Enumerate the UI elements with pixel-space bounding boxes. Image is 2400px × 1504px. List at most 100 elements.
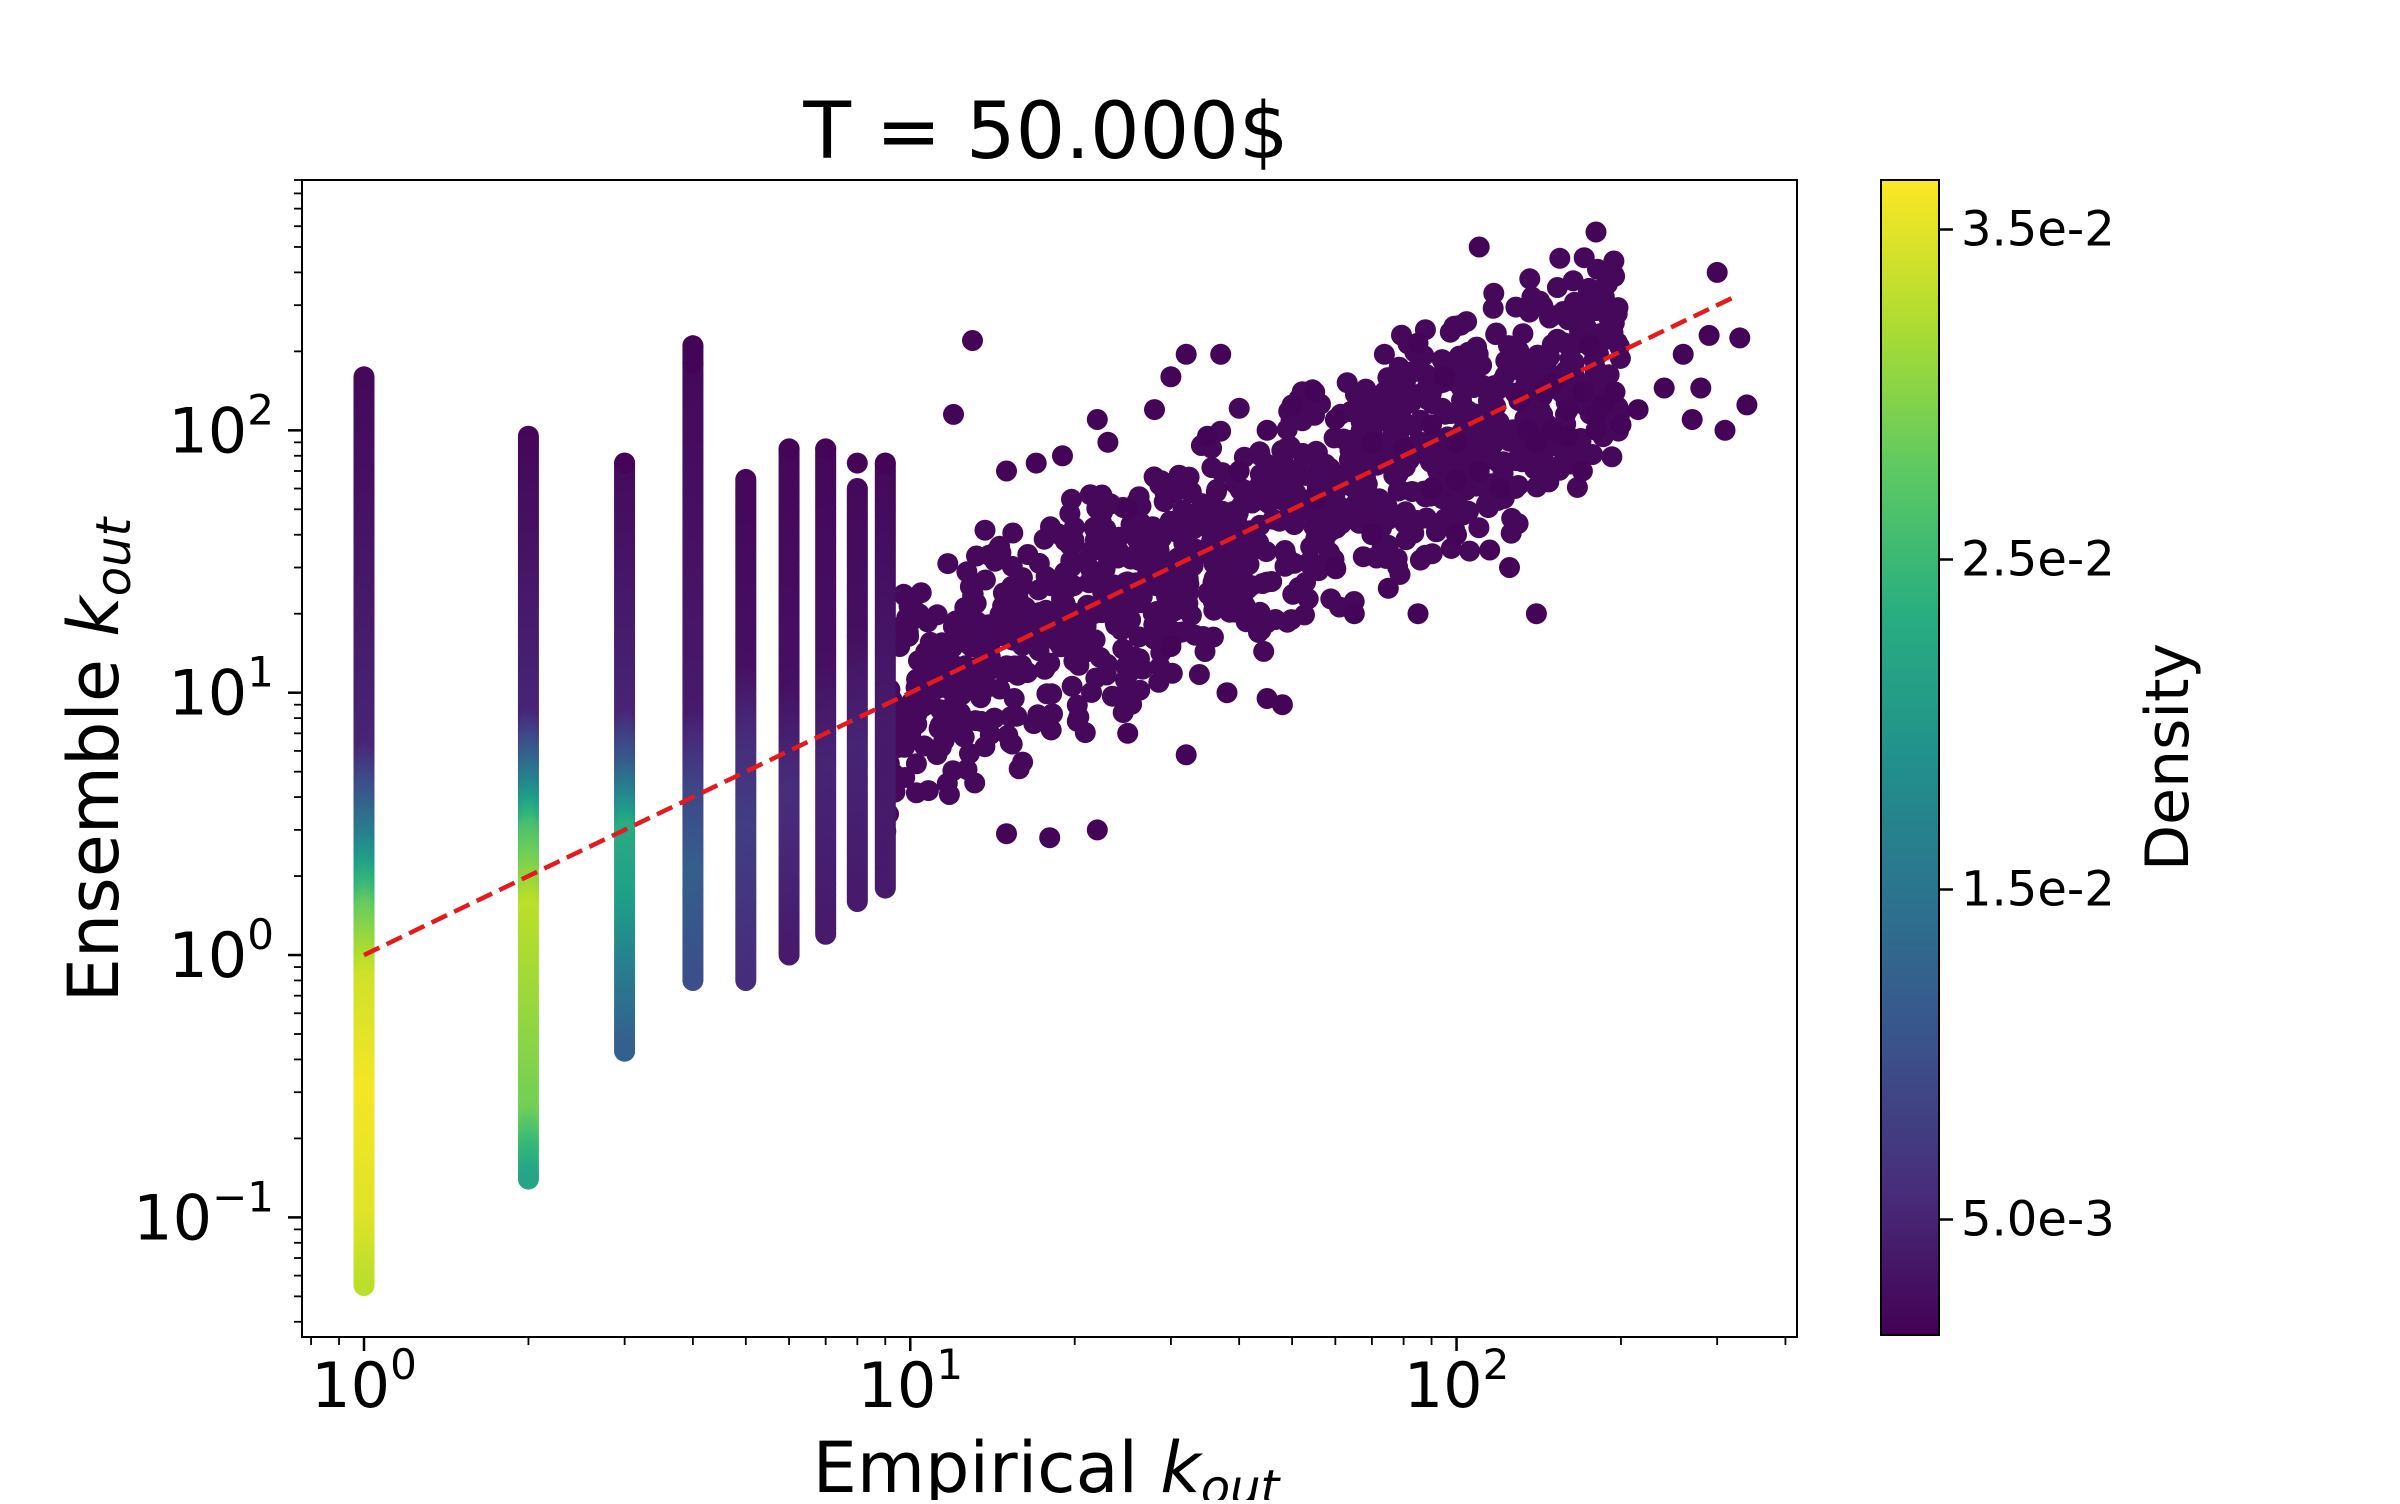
- scatter-point: [1270, 483, 1292, 505]
- reference-line: [363, 295, 1734, 958]
- colorbar-tick-label: 2.5e-2: [1961, 532, 2115, 588]
- scatter-point: [1433, 366, 1455, 388]
- scatter-point: [1270, 466, 1292, 488]
- scatter-point: [1566, 476, 1588, 498]
- scatter-point: [1604, 381, 1626, 403]
- scatter-point: [1061, 675, 1083, 697]
- scatter-point: [1541, 333, 1563, 355]
- scatter-point: [1529, 290, 1551, 312]
- scatter-point: [1538, 471, 1560, 493]
- scatter-point: [1446, 431, 1467, 453]
- scatter-point: [1249, 463, 1271, 485]
- scatter-point: [1431, 349, 1453, 371]
- colorbar-ticks: 5.0e-3 1.5e-2 2.5e-2 3.5e-2: [1939, 202, 2115, 1248]
- scatter-point: [1585, 403, 1607, 425]
- y-tick-label-exponent: −1: [212, 1172, 274, 1221]
- scatter-point: [1402, 414, 1424, 436]
- x-tick-label-exponent: 1: [936, 1340, 963, 1389]
- scatter-point: [1571, 294, 1593, 316]
- scatter-point: [1468, 460, 1490, 482]
- scatter-point: [1512, 323, 1534, 345]
- scatter-point: [1571, 381, 1593, 403]
- scatter-point: [1188, 664, 1210, 685]
- scatter-point: [1323, 427, 1345, 449]
- scatter-point: [1188, 501, 1210, 523]
- scatter-point: [778, 944, 800, 966]
- scatter-point: [1282, 583, 1304, 605]
- scatter-point: [1355, 378, 1377, 400]
- y-axis-label-var: k: [53, 594, 135, 637]
- y-tick-label-exponent: 2: [247, 385, 274, 434]
- scatter-point: [1074, 722, 1096, 744]
- scatter-point: [846, 891, 868, 912]
- scatter-point: [1479, 539, 1501, 561]
- scatter-point: [1280, 609, 1302, 631]
- scatter-point: [1412, 362, 1434, 384]
- scatter-point: [1450, 314, 1472, 336]
- reference-line-layer: [363, 295, 1734, 958]
- scatter-point: [906, 668, 928, 690]
- scatter-point: [1359, 507, 1380, 529]
- scatter-point: [1160, 366, 1182, 388]
- x-tick-label-exponent: 0: [390, 1340, 417, 1389]
- scatter-point: [1143, 614, 1165, 636]
- scatter-point: [1387, 418, 1408, 440]
- scatter-point: [1546, 277, 1568, 298]
- scatter-point: [1168, 464, 1190, 486]
- scatter-point: [1399, 519, 1421, 540]
- scatter-point: [937, 553, 959, 575]
- scatter-point: [1131, 586, 1153, 608]
- x-axis-label-sub: out: [1201, 1460, 1282, 1500]
- scatter-point: [996, 460, 1017, 482]
- scatter-point: [1350, 411, 1372, 433]
- y-tick-label: 10−1: [133, 1172, 274, 1254]
- x-tick-label-base: 10: [311, 1349, 390, 1422]
- scatter-point: [1040, 719, 1062, 741]
- scatter-point: [682, 970, 704, 991]
- scatter-point: [1086, 819, 1108, 841]
- scatter-point: [682, 352, 704, 374]
- scatter-point: [1601, 446, 1623, 468]
- scatter-point: [1060, 550, 1082, 572]
- scatter-point: [1578, 277, 1600, 299]
- scatter-point: [1017, 544, 1039, 565]
- scatter-point: [1507, 475, 1529, 496]
- x-tick-label-exponent: 2: [1483, 1340, 1510, 1389]
- scatter-point: [1086, 409, 1108, 430]
- scatter-point: [1211, 462, 1233, 484]
- scatter-point: [1489, 478, 1511, 499]
- scatter-point: [1279, 436, 1301, 457]
- y-tick-label-exponent: 0: [247, 910, 274, 959]
- scatter-point: [1175, 343, 1197, 365]
- scatter-point: [1304, 381, 1326, 403]
- scatter-point: [1039, 827, 1061, 849]
- scatter-point: [1476, 493, 1497, 515]
- scatter-point: [1499, 557, 1520, 578]
- scatter-point: [1494, 365, 1516, 386]
- y-axis-label: Ensemble kout: [53, 515, 142, 1002]
- scatter-point: [900, 723, 922, 745]
- scatter-point: [1027, 704, 1049, 726]
- y-tick-label-base: 10: [168, 394, 247, 467]
- scatter-point: [1288, 458, 1310, 479]
- scatter-point: [1482, 297, 1504, 319]
- scatter-point: [1455, 399, 1477, 421]
- scatter-point: [996, 823, 1017, 845]
- scatter-point: [1081, 681, 1102, 703]
- scatter-point: [1066, 694, 1088, 716]
- scatter-point: [1525, 603, 1547, 625]
- x-axis-ticks: 100 101 102: [310, 1337, 1787, 1422]
- scatter-point: [1228, 397, 1250, 419]
- y-tick-label-base: 10: [168, 657, 247, 730]
- scatter-point: [1180, 604, 1202, 626]
- scatter-point: [1585, 419, 1607, 441]
- scatter-point: [1363, 487, 1385, 509]
- scatter-point: [973, 658, 995, 680]
- scatter-point: [1117, 498, 1139, 520]
- scatter-point: [1256, 419, 1278, 441]
- scatter-point: [1421, 478, 1442, 499]
- scatter-point: [1343, 603, 1365, 625]
- scatter-point: [938, 784, 960, 805]
- scatter-point: [962, 330, 983, 351]
- y-axis-label-base: Ensemble: [53, 637, 135, 1003]
